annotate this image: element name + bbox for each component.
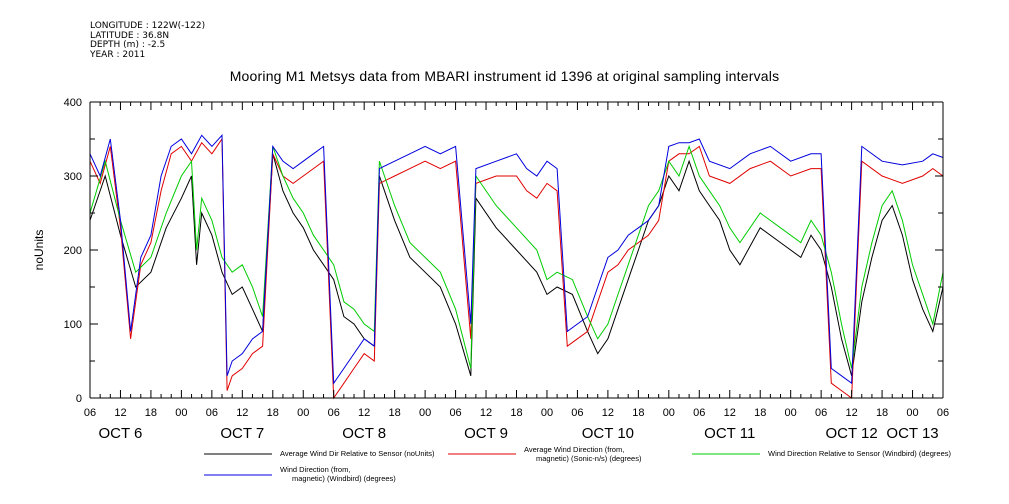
x-tick-label: 18	[389, 407, 401, 419]
longitude-text: LONGITUDE : 122W(-122)	[90, 21, 206, 31]
series-line-1	[89, 153, 944, 376]
chart-title: Mooring M1 Metsys data from MBARI instru…	[229, 68, 780, 84]
y-tick-label: 0	[76, 393, 82, 405]
x-tick-label: 18	[267, 407, 279, 419]
legend-label-4: Wind Direction (from, magnetic) (Windbird…	[280, 465, 396, 483]
x-day-label: OCT 11	[704, 425, 755, 442]
latitude-text: LATITUDE : 36.8N	[90, 30, 170, 41]
x-tick-label: 06	[206, 407, 218, 419]
series-line-4	[89, 134, 944, 385]
legend: Average Wind Dir Relative to Sensor (noU…	[204, 445, 951, 483]
y-tick-label: 300	[64, 171, 82, 183]
x-tick-label: 06	[815, 407, 827, 419]
x-tick-label: 12	[236, 407, 248, 419]
x-day-label: OCT 9	[464, 425, 508, 442]
x-tick-label: 12	[724, 407, 736, 419]
x-day-label: OCT 12	[825, 425, 877, 442]
x-day-label: OCT 10	[582, 425, 634, 442]
x-tick-label: 00	[663, 407, 675, 419]
legend-label-3: Wind Direction Relative to Sensor (Windb…	[768, 449, 951, 458]
x-tick-label: 12	[114, 407, 126, 419]
x-tick-label: 18	[754, 407, 766, 419]
x-tick-label: 18	[510, 407, 522, 419]
x-tick-label: 00	[541, 407, 553, 419]
x-tick-label: 00	[419, 407, 431, 419]
x-tick-label: 06	[449, 407, 461, 419]
x-tick-label: 06	[328, 407, 340, 419]
axes-layer: 0 100 200 300 400 noUnits 06 12 18 00 06 12 18 00 06 12…	[32, 97, 949, 442]
series-line-3	[89, 144, 944, 369]
x-tick-label: 12	[602, 407, 614, 419]
legend-label-1: Average Wind Dir Relative to Sensor (noU…	[280, 449, 435, 458]
x-tick-label: 12	[480, 407, 492, 419]
y-tick-label: 400	[64, 97, 82, 109]
x-tick-label: 00	[785, 407, 797, 419]
x-tick-label: 06	[937, 407, 949, 419]
y-axis-label: noUnits	[32, 230, 46, 271]
x-tick-label: 00	[906, 407, 918, 419]
metadata-block: LONGITUDE : 122W(-122) LATITUDE : 36.8N …	[90, 21, 206, 60]
series-line-2	[89, 137, 944, 400]
x-day-label: OCT 8	[342, 425, 386, 442]
x-day-label: OCT 13	[886, 425, 938, 442]
year-text: YEAR : 2011	[90, 49, 146, 60]
x-day-label: OCT 6	[99, 425, 143, 442]
x-tick-label: 00	[297, 407, 309, 419]
x-tick-label: 06	[693, 407, 705, 419]
x-tick-label: 12	[358, 407, 370, 419]
x-tick-label: 06	[84, 407, 96, 419]
x-day-label: OCT 7	[220, 425, 264, 442]
y-tick-label: 200	[64, 245, 82, 257]
x-tick-label: 18	[145, 407, 157, 419]
x-tick-label: 12	[845, 407, 857, 419]
x-tick-label: 06	[571, 407, 583, 419]
depth-text: DEPTH (m) : -2.5	[90, 40, 166, 50]
y-tick-label: 100	[64, 319, 82, 331]
x-tick-label: 00	[175, 407, 187, 419]
legend-label-2: Average Wind Direction (from, magnetic) (…	[524, 445, 642, 463]
x-tick-label: 18	[876, 407, 888, 419]
x-tick-label: 18	[632, 407, 644, 419]
series-layer	[89, 134, 944, 400]
